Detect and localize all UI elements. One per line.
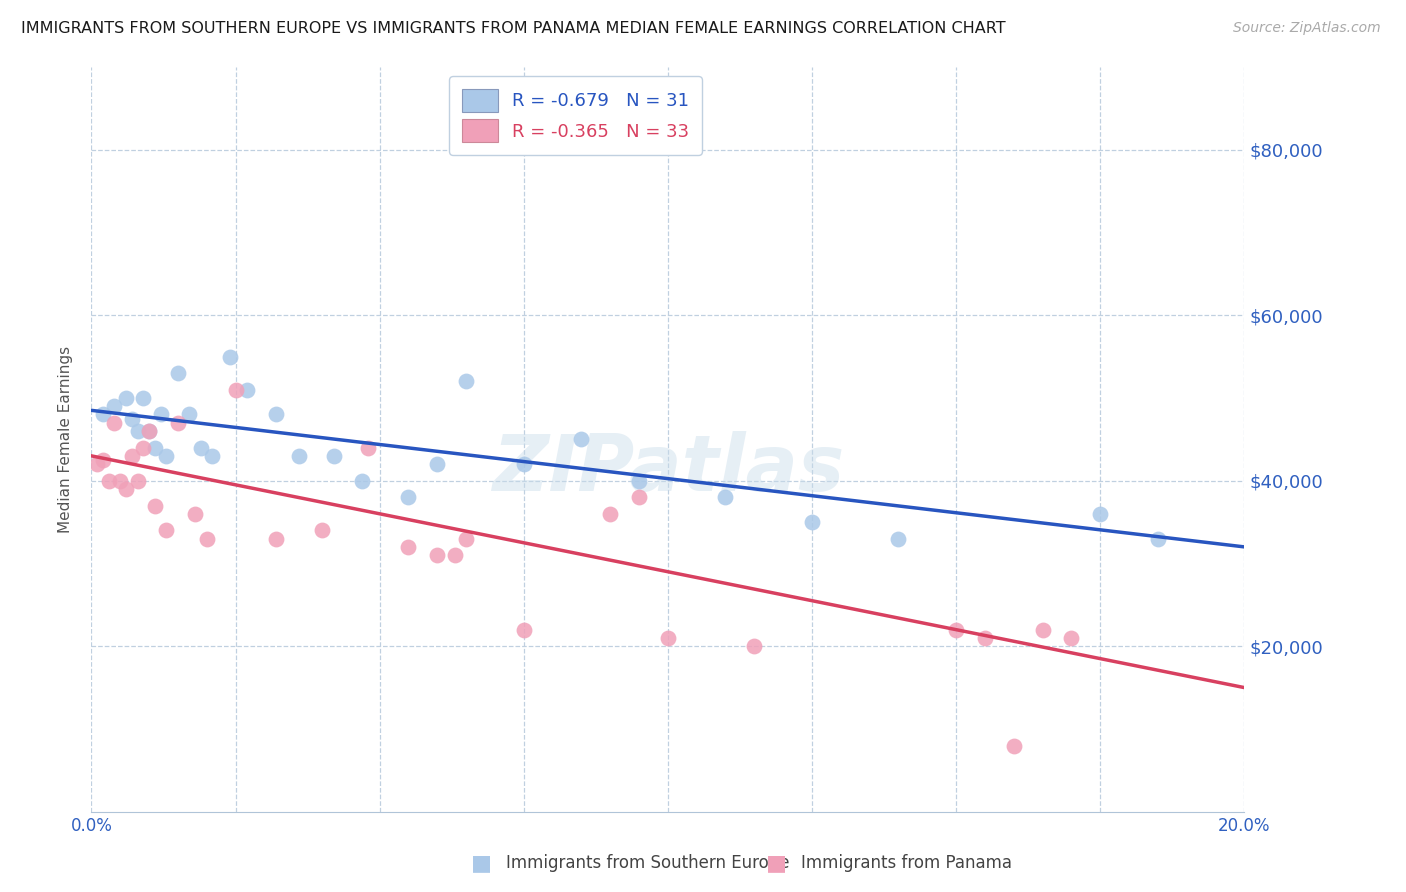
- Point: [132, 441, 155, 455]
- Point: [195, 532, 218, 546]
- Point: [155, 524, 177, 538]
- Point: [426, 548, 449, 562]
- Point: [443, 548, 465, 562]
- Point: [115, 391, 138, 405]
- Point: [236, 383, 259, 397]
- Point: [91, 453, 114, 467]
- Point: [396, 540, 419, 554]
- Point: [143, 441, 166, 455]
- Text: ZIPatlas: ZIPatlas: [492, 431, 844, 508]
- Point: [599, 507, 621, 521]
- Point: [155, 449, 177, 463]
- Point: [973, 631, 995, 645]
- Point: [121, 449, 143, 463]
- Point: [127, 474, 149, 488]
- Point: [887, 532, 910, 546]
- Point: [1060, 631, 1083, 645]
- Point: [149, 408, 172, 422]
- Text: Source: ZipAtlas.com: Source: ZipAtlas.com: [1233, 21, 1381, 35]
- Point: [138, 424, 160, 438]
- Point: [513, 623, 536, 637]
- Point: [132, 391, 155, 405]
- Text: Immigrants from Panama: Immigrants from Panama: [801, 855, 1012, 872]
- Point: [218, 350, 240, 364]
- Point: [288, 449, 311, 463]
- Point: [138, 424, 160, 438]
- Point: [627, 490, 650, 504]
- Point: [115, 482, 138, 496]
- Point: [357, 441, 380, 455]
- Point: [396, 490, 419, 504]
- Legend: R = -0.679   N = 31, R = -0.365   N = 33: R = -0.679 N = 31, R = -0.365 N = 33: [449, 76, 702, 155]
- Point: [91, 408, 114, 422]
- Point: [264, 532, 287, 546]
- Point: [454, 532, 477, 546]
- Point: [1147, 532, 1170, 546]
- Point: [742, 639, 765, 653]
- Point: [184, 507, 207, 521]
- Point: [571, 432, 593, 446]
- Point: [322, 449, 344, 463]
- Point: [657, 631, 679, 645]
- Point: [627, 474, 650, 488]
- Point: [1002, 739, 1025, 753]
- Point: [166, 366, 188, 380]
- Point: [166, 416, 188, 430]
- Text: ■: ■: [471, 854, 492, 873]
- Point: [714, 490, 737, 504]
- Point: [103, 416, 125, 430]
- Point: [103, 399, 125, 413]
- Point: [190, 441, 212, 455]
- Point: [1088, 507, 1111, 521]
- Point: [97, 474, 120, 488]
- Point: [127, 424, 149, 438]
- Point: [426, 457, 449, 471]
- Point: [225, 383, 247, 397]
- Y-axis label: Median Female Earnings: Median Female Earnings: [58, 346, 73, 533]
- Point: [143, 499, 166, 513]
- Point: [352, 474, 374, 488]
- Text: IMMIGRANTS FROM SOUTHERN EUROPE VS IMMIGRANTS FROM PANAMA MEDIAN FEMALE EARNINGS: IMMIGRANTS FROM SOUTHERN EUROPE VS IMMIG…: [21, 21, 1005, 36]
- Text: Immigrants from Southern Europe: Immigrants from Southern Europe: [506, 855, 790, 872]
- Point: [1032, 623, 1054, 637]
- Point: [513, 457, 536, 471]
- Text: ■: ■: [766, 854, 787, 873]
- Point: [454, 375, 477, 389]
- Point: [110, 474, 132, 488]
- Point: [801, 515, 824, 529]
- Point: [945, 623, 967, 637]
- Point: [121, 411, 143, 425]
- Point: [201, 449, 224, 463]
- Point: [311, 524, 333, 538]
- Point: [179, 408, 201, 422]
- Point: [86, 457, 108, 471]
- Point: [264, 408, 287, 422]
